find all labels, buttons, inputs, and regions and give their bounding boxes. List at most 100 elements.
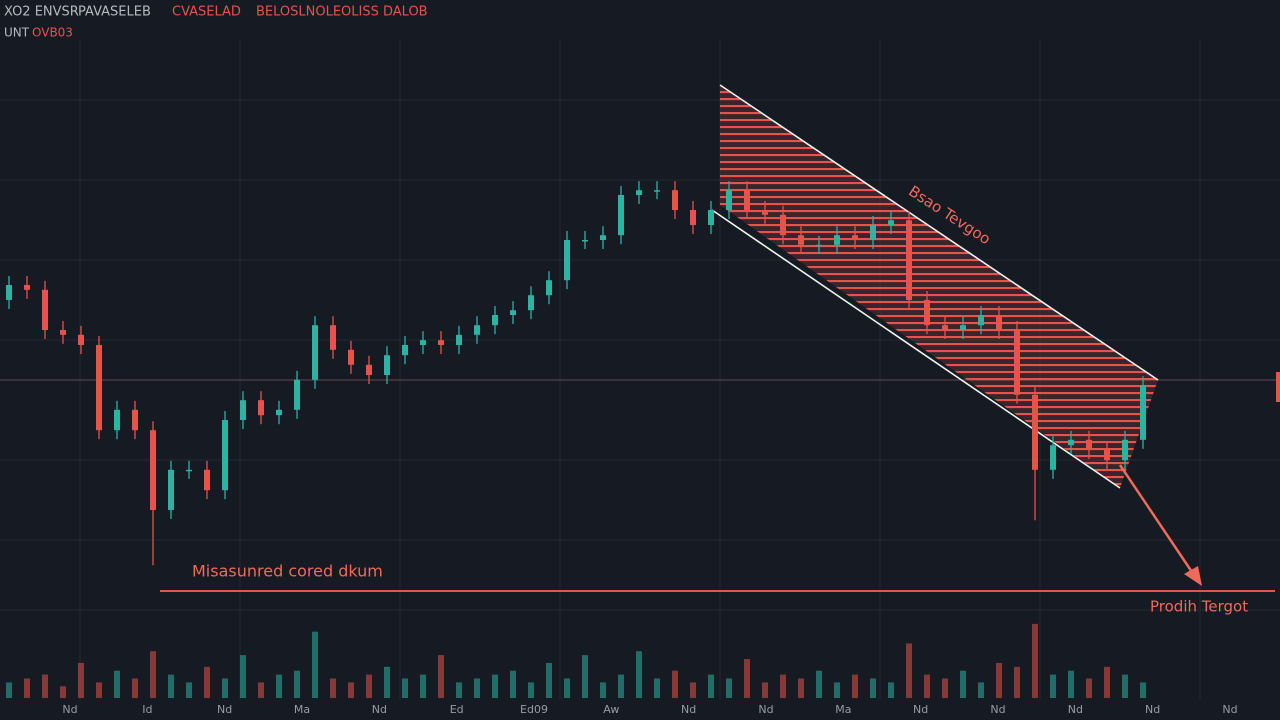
volume-bar	[618, 674, 624, 698]
candle-body	[1086, 439, 1092, 450]
candle-body	[24, 285, 30, 290]
candle-body	[744, 190, 750, 210]
candle-body	[60, 330, 66, 335]
volume-bar	[78, 662, 84, 698]
candle-body	[582, 240, 588, 242]
volume-bar	[546, 662, 552, 698]
candle-body	[438, 340, 444, 345]
volume-bar	[150, 651, 156, 698]
x-tick-label: Nd	[758, 703, 773, 716]
volume-bar	[420, 674, 426, 698]
x-tick-label: Nd	[1222, 703, 1237, 716]
channel-upper	[719, 84, 1159, 381]
volume-bar	[42, 674, 48, 698]
candle-body	[996, 315, 1002, 330]
candle-body	[204, 469, 210, 491]
volume-bar	[942, 678, 948, 698]
candle-body	[492, 315, 498, 326]
volume-bar	[636, 651, 642, 698]
candle-body	[222, 420, 228, 491]
volume-bar	[132, 678, 138, 698]
volume-bar	[1068, 670, 1074, 698]
volume-bar	[240, 655, 246, 698]
candle-body	[636, 190, 642, 195]
candle-body	[366, 364, 372, 375]
volume-bar	[456, 682, 462, 698]
volume-bar	[762, 682, 768, 698]
candle-body	[528, 295, 534, 311]
volume-bar	[294, 670, 300, 698]
candle-body	[924, 300, 930, 326]
volume-bar	[870, 678, 876, 698]
volume-bar	[888, 682, 894, 698]
x-tick-label: Id	[142, 703, 152, 716]
volume-bar	[852, 674, 858, 698]
candle-body	[978, 315, 984, 326]
volume-bar	[510, 670, 516, 698]
candle-body	[852, 235, 858, 240]
volume-bar	[816, 670, 822, 698]
volume-bar	[330, 678, 336, 698]
price-marker	[1276, 372, 1280, 402]
volume-bar	[6, 682, 12, 698]
subheader-text: OVB03	[32, 26, 73, 40]
candle-body	[1014, 330, 1020, 395]
volume-bar	[744, 659, 750, 698]
x-tick-label: Nd	[217, 703, 232, 716]
volume-bar	[564, 678, 570, 698]
candle-body	[546, 280, 552, 296]
volume-bar	[114, 670, 120, 698]
volume-bar	[438, 655, 444, 698]
volume-bar	[366, 674, 372, 698]
candle-body	[600, 235, 606, 240]
candle-body	[690, 210, 696, 225]
candle-body	[672, 190, 678, 210]
candle-body	[168, 469, 174, 510]
candle-body	[726, 190, 732, 210]
candle-body	[762, 210, 768, 215]
volume-bar	[276, 674, 282, 698]
volume-bar	[204, 666, 210, 698]
target-arrow	[1118, 464, 1198, 579]
x-tick-label: Nd	[681, 703, 696, 716]
candle-body	[654, 190, 660, 192]
volume-bar	[726, 678, 732, 698]
candle-body	[564, 240, 570, 281]
candle-body	[348, 349, 354, 365]
volume-bar	[1104, 666, 1110, 698]
candle-body	[834, 235, 840, 245]
volume-bar	[384, 666, 390, 698]
volume-bar	[1140, 682, 1146, 698]
candle-body	[960, 325, 966, 330]
x-tick-label: Nd	[1068, 703, 1083, 716]
x-tick-label: Nd	[62, 703, 77, 716]
volume-bar	[708, 674, 714, 698]
x-tick-label: Nd	[913, 703, 928, 716]
candle-body	[240, 400, 246, 420]
candle-body	[384, 355, 390, 375]
candle-body	[618, 195, 624, 236]
candle-body	[402, 345, 408, 356]
candle-body	[312, 325, 318, 380]
candle-body	[1032, 394, 1038, 470]
x-tick-label: Nd	[990, 703, 1005, 716]
bear-flag-channel	[720, 85, 1158, 488]
candle-body	[510, 310, 516, 315]
x-tick-label: Ed09	[520, 703, 548, 716]
candle-body	[132, 409, 138, 431]
candle-body	[150, 430, 156, 510]
volume-bar	[600, 682, 606, 698]
volume-bar	[528, 682, 534, 698]
candle-body	[1122, 439, 1128, 461]
header-text: BELOSLNOLEOLISS DALOB	[256, 5, 428, 20]
volume-bar	[222, 678, 228, 698]
measured-move-label: Misasunred cored dkum	[192, 562, 383, 581]
candle-body	[798, 235, 804, 245]
volume-bar	[402, 678, 408, 698]
volume-bar	[1122, 674, 1128, 698]
volume-bar	[834, 682, 840, 698]
candle-body	[1140, 385, 1146, 440]
subheader-text: UNT	[4, 26, 30, 40]
channel-lower	[711, 209, 1121, 489]
volume-bar	[1014, 666, 1020, 698]
